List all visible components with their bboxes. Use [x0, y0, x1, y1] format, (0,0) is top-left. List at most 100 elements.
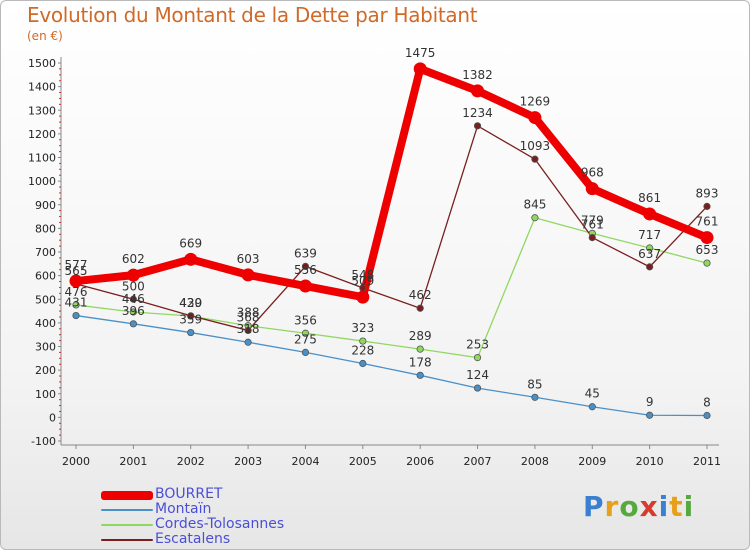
data-label-bourret: 669 — [179, 236, 202, 250]
logo-letter: P — [583, 490, 605, 523]
data-label-cordes-tolosannes: 323 — [351, 321, 374, 335]
data-label-bourret: 602 — [122, 252, 145, 266]
data-point-bourret — [528, 111, 542, 125]
logo-letter: o — [619, 490, 640, 523]
y-tick-label: 0 — [49, 411, 56, 424]
data-point-escatalens — [244, 326, 252, 335]
series-line-bourret — [75, 64, 709, 302]
legend-swatch-montain — [101, 509, 153, 511]
data-point-cordes-tolosannes — [473, 354, 482, 362]
legend-swatch-cordes-tolosannes — [101, 524, 153, 526]
data-label-escatalens: 761 — [581, 218, 604, 232]
chart-title: Evolution du Montant de la Dette par Hab… — [27, 3, 478, 27]
y-tick-label: 500 — [35, 293, 56, 306]
data-label-escatalens: 565 — [65, 264, 88, 278]
data-point-monta-n — [416, 371, 424, 379]
data-point-monta-n — [301, 348, 310, 357]
data-point-bourret — [413, 62, 427, 76]
legend-label-escatalens: Escatalens — [155, 531, 231, 547]
x-tick-label: 2005 — [349, 455, 377, 468]
data-label-monta-n: 318 — [237, 322, 260, 336]
data-label-monta-n: 431 — [65, 296, 88, 310]
data-point-bourret — [700, 231, 714, 245]
data-label-cordes-tolosannes: 845 — [523, 198, 546, 212]
x-tick-label: 2000 — [62, 455, 90, 468]
y-tick-label: 200 — [35, 364, 56, 377]
data-label-monta-n: 178 — [409, 355, 432, 369]
data-label-monta-n: 8 — [703, 395, 711, 409]
data-point-bourret — [298, 279, 312, 293]
data-point-bourret — [184, 252, 198, 266]
y-tick-label: 300 — [35, 341, 56, 354]
logo-letter: i — [658, 490, 670, 523]
logo-letter: t — [669, 490, 684, 523]
data-label-cordes-tolosannes: 253 — [466, 338, 489, 352]
y-tick-label: 900 — [35, 199, 56, 212]
data-label-monta-n: 45 — [585, 387, 600, 401]
data-point-escatalens — [416, 304, 424, 312]
data-point-monta-n — [703, 411, 711, 420]
data-point-monta-n — [187, 328, 195, 337]
x-tick-label: 2002 — [177, 455, 205, 468]
x-tick-label: 2004 — [291, 455, 319, 468]
data-label-escatalens: 500 — [122, 279, 145, 293]
data-point-monta-n — [129, 320, 137, 328]
y-tick-label: 700 — [35, 246, 56, 259]
data-point-bourret — [643, 207, 657, 221]
axes: 1500140013001200110010009008007006005004… — [28, 57, 721, 468]
y-tick-label: 400 — [35, 317, 56, 330]
x-tick-label: 2001 — [119, 455, 147, 468]
logo-letter: i — [683, 490, 695, 523]
data-label-escatalens: 1093 — [520, 139, 551, 153]
x-tick-label: 2007 — [464, 455, 492, 468]
y-tick-label: 1200 — [28, 128, 56, 141]
y-tick-label: 600 — [35, 270, 56, 283]
logo-letter: x — [639, 490, 659, 523]
legend-swatch-escatalens — [101, 539, 153, 541]
data-label-monta-n: 275 — [294, 332, 317, 346]
data-labels: 577 602 669 603 556 509 1475 1382 1269 968 861 761 4… — [65, 46, 719, 410]
x-tick-label: 2003 — [234, 455, 262, 468]
data-label-monta-n: 85 — [527, 377, 542, 391]
data-point-cordes-tolosannes — [646, 244, 654, 252]
x-tick-label: 2009 — [578, 455, 606, 468]
data-label-cordes-tolosannes: 653 — [696, 243, 719, 257]
data-label-bourret: 968 — [581, 166, 604, 180]
data-point-escatalens — [301, 262, 310, 271]
x-tick-label: 2006 — [406, 455, 434, 468]
data-point-escatalens — [588, 233, 596, 242]
x-tick-label: 2008 — [521, 455, 549, 468]
data-label-escatalens: 1234 — [462, 106, 493, 120]
data-point-cordes-tolosannes — [72, 301, 80, 309]
data-label-monta-n: 124 — [466, 368, 489, 382]
data-point-monta-n — [646, 411, 654, 419]
legend-label-montain: Montaïn — [155, 501, 212, 517]
data-point-bourret — [471, 84, 485, 98]
data-label-cordes-tolosannes: 476 — [65, 285, 88, 299]
data-label-escatalens: 430 — [179, 296, 202, 310]
y-tick-label: 1300 — [28, 104, 56, 117]
data-point-escatalens — [187, 312, 195, 320]
data-point-monta-n — [244, 338, 252, 346]
data-point-escatalens — [703, 202, 711, 211]
y-tick-label: 1100 — [28, 152, 56, 165]
data-label-escatalens: 462 — [409, 288, 432, 302]
chart-subtitle: (en €) — [27, 29, 63, 43]
data-label-monta-n: 359 — [179, 313, 202, 327]
data-label-escatalens: 637 — [638, 247, 661, 261]
legend-swatch-bourret — [101, 490, 153, 500]
data-label-bourret: 577 — [65, 258, 88, 272]
data-label-bourret: 603 — [237, 252, 260, 266]
data-point-escatalens — [531, 155, 539, 163]
data-label-bourret: 1269 — [520, 95, 551, 109]
series-points — [69, 62, 714, 420]
data-point-bourret — [356, 290, 370, 304]
data-point-monta-n — [531, 393, 539, 401]
series-line-monta-n — [75, 314, 708, 417]
data-point-escatalens — [473, 122, 482, 130]
logo-letter: r — [604, 490, 620, 523]
x-tick-label: 2011 — [693, 455, 721, 468]
data-label-bourret: 861 — [638, 191, 661, 205]
